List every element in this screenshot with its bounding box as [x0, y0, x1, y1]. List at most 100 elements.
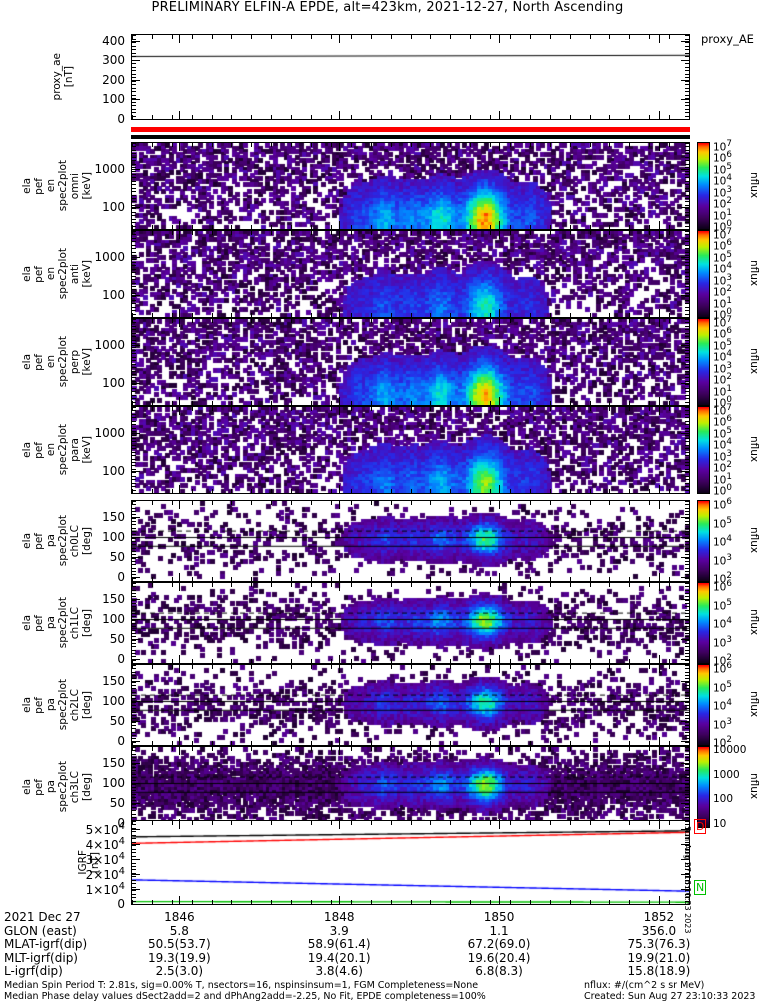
colorbar-tick-ch0LC: 103: [713, 552, 732, 567]
x-tick-mark: [490, 741, 491, 745]
x-tick-mark: [371, 577, 372, 581]
x-tick-mark: [550, 225, 551, 229]
x-tick-mark: [570, 747, 571, 751]
ylabel-word: pa: [46, 616, 57, 629]
x-tick-mark: [570, 665, 571, 669]
y-tick-mark: [685, 70, 689, 71]
x-tick-mark: [231, 407, 232, 411]
ylabel-word: ela: [22, 697, 33, 713]
x-tick-mark: [450, 747, 451, 751]
x-tick-mark: [132, 225, 133, 229]
x-major-tick: [499, 143, 500, 151]
y-tick-mark: [132, 102, 136, 103]
x-tick-mark: [629, 659, 630, 663]
colorbar-tick-para: 100: [713, 483, 732, 498]
x-tick-mark: [192, 583, 193, 587]
ylabel-word: ela: [22, 779, 33, 795]
y-tick-mark: [685, 421, 689, 422]
y-tick-mark: [685, 191, 689, 192]
y-tick-mark: [685, 678, 689, 679]
ylabel-word: spec2plot: [58, 424, 69, 475]
y-tick-mark: [132, 452, 136, 453]
x-tick-mark: [590, 747, 591, 751]
y-tick-mark: [685, 738, 689, 739]
x-tick-mark: [470, 741, 471, 745]
x-tick-mark: [570, 900, 571, 904]
table-cell: 50.5(53.7): [148, 938, 211, 952]
ylabel-word: spec2plot: [58, 597, 69, 648]
x-tick-mark: [351, 747, 352, 751]
y-tick-mark: [685, 735, 689, 736]
x-tick-mark: [550, 401, 551, 405]
y-tick-mark: [685, 171, 689, 172]
y-tick-mark: [132, 150, 136, 151]
x-tick-mark: [152, 583, 153, 587]
x-tick-mark: [192, 225, 193, 229]
x-tick-mark: [132, 659, 133, 663]
ylabel-word: ela: [22, 266, 33, 282]
y-tick-mark: [685, 49, 689, 50]
x-tick-mark: [251, 115, 252, 119]
x-tick-mark: [271, 319, 272, 323]
x-tick-mark: [331, 501, 332, 505]
y-tick-mark: [132, 728, 136, 729]
daynight-D: D: [694, 819, 706, 834]
x-tick-mark: [411, 115, 412, 119]
x-major-tick: [339, 143, 340, 151]
x-tick-mark: [550, 35, 551, 39]
y-tick-mark: [685, 564, 689, 565]
x-major-tick: [499, 35, 500, 43]
x-major-tick: [659, 309, 660, 317]
x-major-tick: [499, 407, 500, 415]
y-tick-mark: [685, 483, 689, 484]
ylabel-word: spec2plot: [58, 336, 69, 387]
x-tick-mark: [450, 115, 451, 119]
y-tick-mark: [685, 255, 689, 256]
x-tick-mark: [550, 115, 551, 119]
y-tick-mark: [685, 571, 689, 572]
x-tick-mark: [411, 577, 412, 581]
x-tick-mark: [152, 225, 153, 229]
x-tick-mark: [689, 577, 690, 581]
y-tick-mark: [685, 626, 689, 627]
y-tick-mark: [132, 421, 136, 422]
ylabel-word: en: [46, 355, 57, 368]
x-tick-mark: [430, 659, 431, 663]
table-cell: 3.8(4.6): [315, 965, 363, 979]
x-major-tick: [339, 583, 340, 591]
y-tick-mark: [685, 398, 689, 399]
x-tick-mark: [450, 577, 451, 581]
x-tick-mark: [311, 115, 312, 119]
y-tick-mark: [132, 685, 136, 686]
x-tick-mark: [192, 577, 193, 581]
proxy-ae-right-label: proxy_AE: [701, 32, 754, 46]
y-tick-mark: [132, 431, 136, 432]
y-major-tick: [132, 433, 140, 434]
y-tick-mark: [685, 476, 689, 477]
y-tick-mark: [132, 894, 136, 895]
x-major-tick: [339, 407, 340, 415]
x-tick-mark: [530, 821, 531, 825]
y-tick-mark: [132, 790, 136, 791]
x-tick-mark: [510, 659, 511, 663]
x-tick-mark: [470, 401, 471, 405]
y-tick-mark: [685, 544, 689, 545]
y-tick-mark: [685, 205, 689, 206]
data-anti: [132, 231, 689, 317]
y-tick-mark: [685, 56, 689, 57]
colorbar-tick-ch0LC: 105: [713, 515, 732, 530]
y-tick-mark: [132, 548, 136, 549]
x-tick-mark: [570, 231, 571, 235]
y-tick-mark: [685, 538, 689, 539]
x-tick-mark: [132, 741, 133, 745]
y-tick-mark: [132, 528, 136, 529]
x-tick-mark: [649, 231, 650, 235]
x-tick-mark: [609, 401, 610, 405]
x-tick-mark: [371, 143, 372, 147]
x-tick-mark: [450, 583, 451, 587]
y-tick-mark: [132, 377, 136, 378]
ylabel-word: ela: [22, 354, 33, 370]
x-tick-mark: [590, 659, 591, 663]
y-tick-mark: [685, 465, 689, 466]
